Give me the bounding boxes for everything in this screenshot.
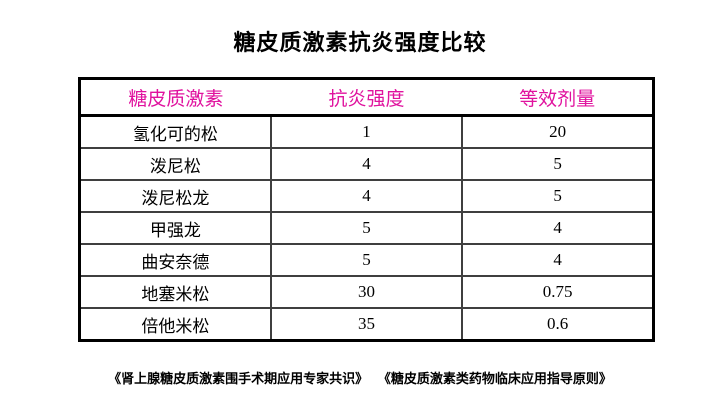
strength-cell: 30: [269, 275, 464, 309]
table-row: 氢化可的松 1 20: [78, 114, 655, 149]
column-header-equivalent-dose: 等效剂量: [462, 78, 654, 117]
column-header-anti-inflammatory-strength: 抗炎强度: [270, 78, 463, 117]
table-row: 泼尼松 4 5: [78, 147, 655, 181]
dose-cell: 4: [461, 243, 655, 277]
table-row: 泼尼松龙 4 5: [78, 179, 655, 213]
table-row: 地塞米松 30 0.75: [78, 275, 655, 309]
strength-cell: 5: [269, 211, 464, 245]
dose-cell: 20: [461, 114, 655, 149]
references: 《肾上腺糖皮质激素围手术期应用专家共识》 《糖皮质激素类药物临床应用指导原则》: [0, 368, 720, 387]
comparison-table: 糖皮质激素 抗炎强度 等效剂量 氢化可的松 1 20 泼尼松 4 5 泼尼松龙 4 5 甲强龙 5 4…: [78, 77, 655, 342]
drug-name-cell: 甲强龙: [78, 211, 272, 245]
table-header-row: 糖皮质激素 抗炎强度 等效剂量: [79, 78, 654, 117]
drug-name-cell: 氢化可的松: [78, 114, 272, 149]
dose-cell: 5: [461, 179, 655, 213]
dose-cell: 0.75: [461, 275, 655, 309]
reference-1: 《肾上腺糖皮质激素围手术期应用专家共识》: [108, 371, 369, 386]
strength-cell: 4: [269, 147, 464, 181]
dose-cell: 5: [461, 147, 655, 181]
drug-name-cell: 曲安奈德: [78, 243, 272, 277]
strength-cell: 4: [269, 179, 464, 213]
dose-cell: 0.6: [461, 307, 655, 342]
column-header-glucocorticoid: 糖皮质激素: [79, 78, 271, 117]
table-row: 甲强龙 5 4: [78, 211, 655, 245]
strength-cell: 35: [269, 307, 464, 342]
table-header: 糖皮质激素 抗炎强度 等效剂量: [79, 78, 654, 117]
table-body: 氢化可的松 1 20 泼尼松 4 5 泼尼松龙 4 5 甲强龙 5 4 曲安奈德 5 4 地塞米松 30 0.75…: [78, 114, 655, 342]
table-row: 倍他米松 35 0.6: [78, 307, 655, 342]
reference-2: 《糖皮质激素类药物临床应用指导原则》: [377, 371, 612, 386]
page-title: 糖皮质激素抗炎强度比较: [233, 30, 487, 55]
drug-name-cell: 倍他米松: [78, 307, 272, 342]
strength-cell: 5: [269, 243, 464, 277]
dose-cell: 4: [461, 211, 655, 245]
drug-name-cell: 泼尼松: [78, 147, 272, 181]
strength-cell: 1: [269, 114, 464, 149]
table-row: 曲安奈德 5 4: [78, 243, 655, 277]
drug-name-cell: 泼尼松龙: [78, 179, 272, 213]
drug-name-cell: 地塞米松: [78, 275, 272, 309]
